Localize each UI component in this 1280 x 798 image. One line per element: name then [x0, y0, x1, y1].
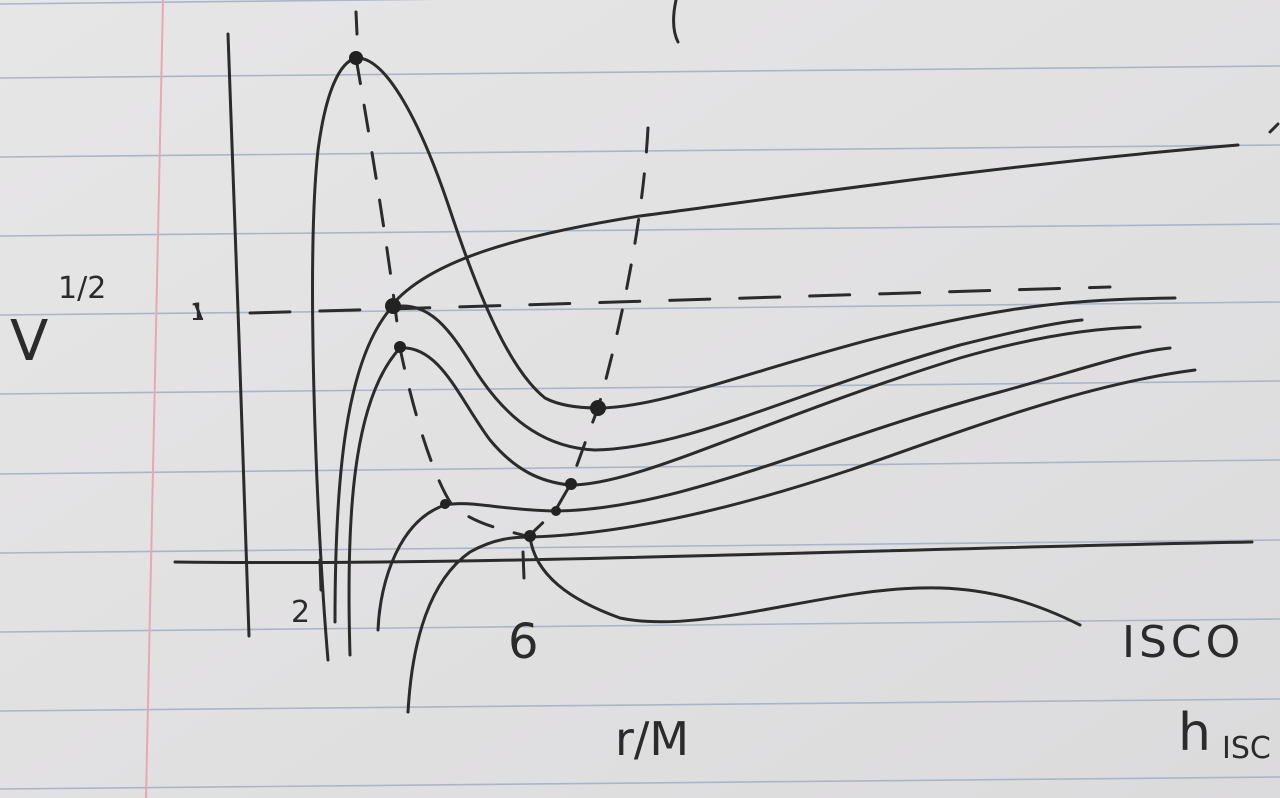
- dot-isco: [524, 530, 536, 542]
- sketch: [173, 0, 1280, 714]
- label-one: 1: [190, 298, 205, 326]
- label-v: V: [10, 309, 48, 374]
- y-axis-line: [226, 32, 251, 638]
- curve-second-peak: [347, 325, 1142, 657]
- curve-shoulder: [376, 346, 1172, 632]
- curve-below-axis: [528, 535, 1082, 627]
- dot-marginal: [385, 298, 401, 314]
- tick-r-two: [318, 558, 323, 592]
- margin-line: [145, 0, 164, 798]
- dot-shoulder: [440, 499, 450, 509]
- dot-min-lower: [551, 506, 561, 516]
- dashed-maxima-locus: [354, 56, 532, 539]
- label-h: h: [1178, 703, 1211, 763]
- curve-highest-peak: [311, 56, 1177, 662]
- tick-y-one: [194, 303, 203, 320]
- stray-mark-top-right: [672, 0, 680, 44]
- curve-marginally-bound: [333, 304, 1084, 624]
- curve-unbound-rising: [390, 143, 1240, 307]
- dot-second-peak: [394, 341, 406, 353]
- dot-min-top: [590, 400, 606, 416]
- label-isco: ISCO: [1122, 617, 1244, 668]
- stray-mark-right-edge: [1268, 122, 1280, 134]
- label-six: 6: [508, 614, 539, 670]
- curve-isco-inflection: [406, 368, 1197, 714]
- tick-r-six: [521, 550, 526, 580]
- label-exponent: 1/2: [58, 271, 106, 306]
- dot-min-middle: [565, 478, 577, 490]
- stray-mark-top: [354, 10, 359, 36]
- dashed-level-one: [248, 285, 1112, 315]
- label-h-sub: ISC: [1222, 731, 1271, 766]
- label-two: 2: [291, 595, 310, 630]
- extremum-dots: [349, 51, 606, 542]
- label-r-over-m: r/M: [615, 712, 689, 766]
- dot-peak-top: [349, 51, 363, 65]
